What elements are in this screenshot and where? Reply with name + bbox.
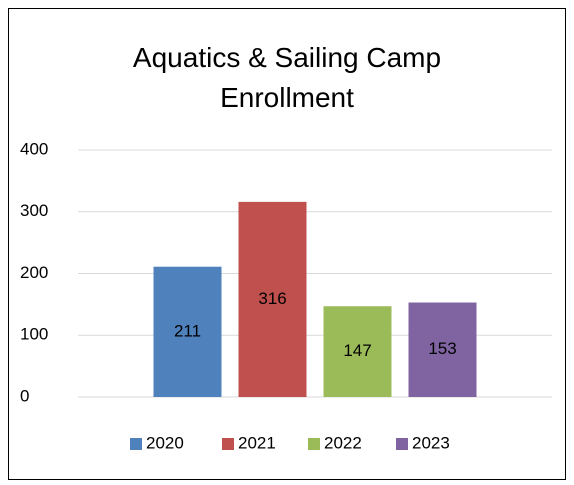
chart-title: Aquatics & Sailing Camp Enrollment <box>132 42 442 113</box>
legend-swatch <box>396 438 408 450</box>
legend-label: 2020 <box>146 433 184 452</box>
legend-label: 2022 <box>324 433 362 452</box>
legend-label: 2023 <box>412 433 450 452</box>
y-tick-label: 200 <box>20 263 48 282</box>
y-tick-label: 0 <box>20 386 29 405</box>
legend-swatch <box>308 438 320 450</box>
data-label: 211 <box>174 321 201 340</box>
y-tick-label: 300 <box>20 201 48 220</box>
legend-swatch <box>222 438 234 450</box>
bar <box>323 306 392 397</box>
legend-swatch <box>130 438 142 450</box>
data-label: 153 <box>428 339 456 358</box>
bar <box>153 266 222 397</box>
data-label: 316 <box>258 289 286 308</box>
legend-label: 2021 <box>238 433 276 452</box>
bar <box>408 302 477 397</box>
data-label: 147 <box>343 341 371 360</box>
bar <box>238 201 307 397</box>
y-tick-label: 100 <box>20 325 48 344</box>
y-tick-label: 400 <box>20 139 48 158</box>
